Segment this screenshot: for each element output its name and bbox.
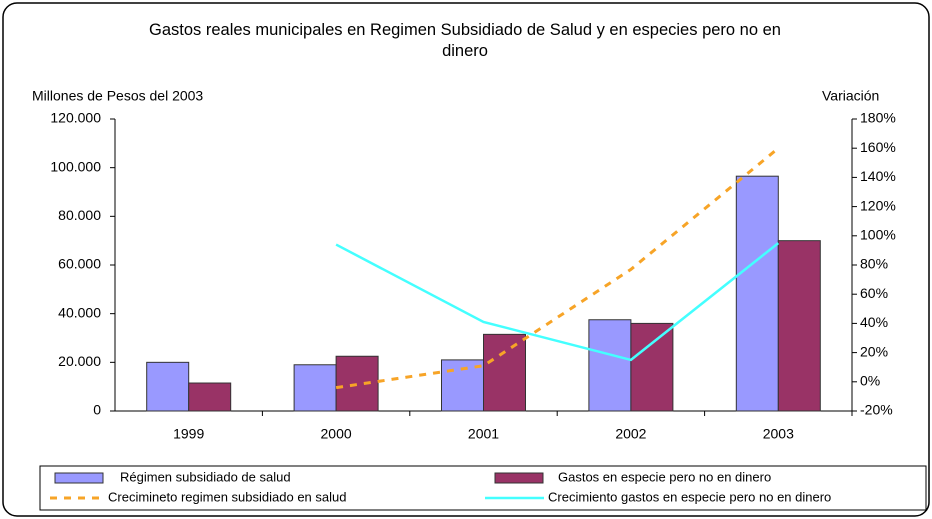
bar [630, 322, 674, 412]
y-tick-label: 40.000 [58, 304, 101, 320]
y2-tick-label: 180% [860, 110, 896, 126]
legend-box [39, 465, 927, 511]
line-series [335, 242, 780, 362]
x-tick-label: 1999 [173, 426, 204, 442]
y-tick-label: 80.000 [58, 207, 101, 223]
y-axis-label: Millones de Pesos del 2003 [32, 88, 203, 104]
y2-tick-label: 140% [860, 168, 896, 184]
y2-tick-label: 40% [860, 314, 888, 330]
y2-axis-label: Variación [822, 88, 879, 104]
y2-tick-label: 20% [860, 343, 888, 359]
bar [735, 175, 779, 412]
x-tick-label: 2001 [468, 426, 499, 442]
y2-tick-label: 120% [860, 197, 896, 213]
legend-label: Régimen subsidiado de salud [120, 469, 291, 484]
bar [483, 333, 526, 412]
bar [335, 355, 379, 412]
bar [777, 240, 821, 412]
y2-tick-label: 160% [860, 139, 896, 155]
y2-tick-label: 60% [860, 285, 888, 301]
bar [146, 361, 190, 412]
y-tick-label: 100.000 [50, 158, 101, 174]
legend-label: Crecimiento gastos en especie pero no en… [548, 489, 831, 504]
bar [188, 382, 232, 412]
y-tick-label: 120.000 [50, 110, 101, 126]
legend-label: Gastos en especie pero no en dinero [558, 469, 771, 484]
line-series [335, 147, 780, 390]
bar [588, 319, 632, 412]
y-tick-label: 0 [93, 402, 101, 418]
chart-title: Gastos reales municipales en Regimen Sub… [149, 21, 781, 60]
bar [293, 364, 337, 412]
legend-label: Crecimineto regimen subsidiado en salud [108, 489, 346, 504]
x-tick-label: 2002 [615, 426, 646, 442]
y2-tick-label: 80% [860, 256, 888, 272]
x-tick-label: 2003 [763, 426, 794, 442]
y2-tick-label: 0% [860, 373, 880, 389]
y2-tick-label: 100% [860, 227, 896, 243]
y2-tick-label: -20% [860, 402, 893, 418]
y-tick-label: 60.000 [58, 256, 101, 272]
y-tick-label: 20.000 [58, 353, 101, 369]
legend-swatch [494, 472, 544, 484]
legend-swatch [54, 472, 104, 484]
x-tick-label: 2000 [321, 426, 352, 442]
